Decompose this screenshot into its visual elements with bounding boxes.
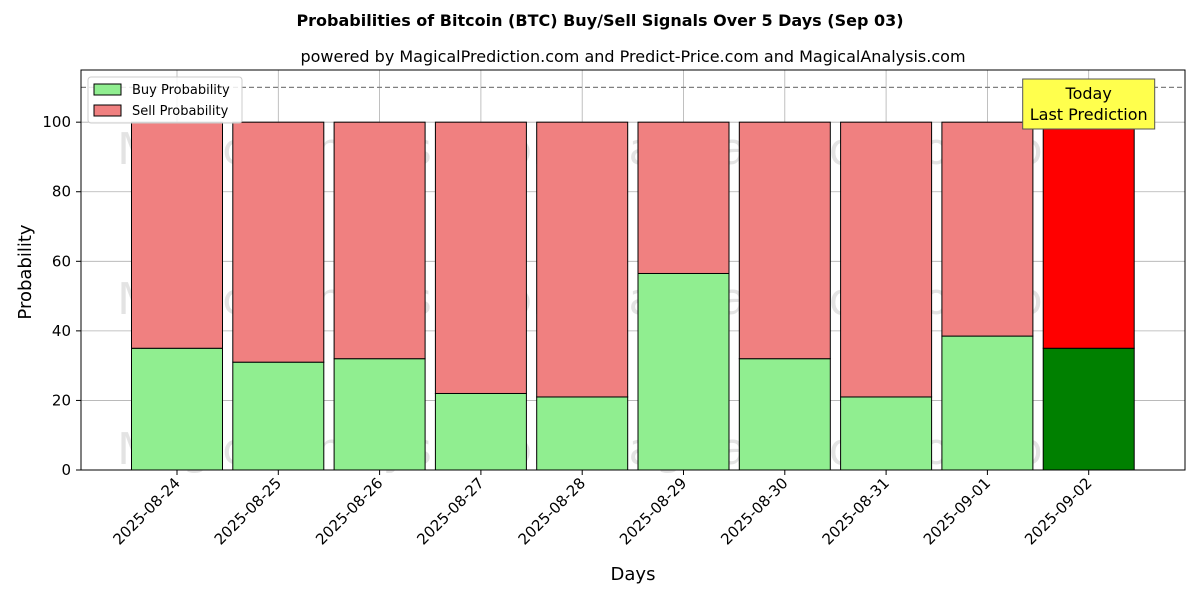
y-axis-label: Probability (15, 224, 36, 319)
chart-title: Probabilities of Bitcoin (BTC) Buy/Sell … (296, 11, 903, 30)
bar-buy-2025-08-24 (131, 347, 223, 471)
bar-sell-2025-08-29 (637, 121, 730, 274)
bar-buy-2025-08-29 (637, 272, 730, 471)
bar-sell-2025-08-25 (232, 121, 325, 363)
plot-frame (80, 69, 1186, 471)
bars (131, 121, 1135, 471)
x-tick-label: 2025-08-30 (717, 474, 791, 548)
y-axis: 0 20 40 60 80 100 (42, 113, 81, 479)
chart-subtitle: powered by MagicalPrediction.com and Pre… (300, 47, 965, 66)
y-tick-label: 40 (52, 322, 71, 340)
bar-sell-2025-08-24 (131, 121, 223, 349)
bar-buy-2025-09-01 (941, 335, 1034, 471)
x-tick-label: 2025-09-02 (1021, 474, 1095, 548)
bar-buy-2025-08-26 (333, 358, 426, 471)
annotation-text: Today (1065, 84, 1112, 103)
bar-buy-2025-08-30 (738, 358, 831, 471)
bar-sell-2025-08-26 (333, 121, 426, 360)
legend-box (87, 76, 243, 124)
bar-sell-2025-09-02 (1042, 121, 1135, 349)
bar-buy-2025-08-25 (232, 361, 325, 471)
legend-label: Buy Probability (132, 83, 230, 98)
y-tick-label: 20 (52, 391, 71, 409)
bar-sell-2025-08-27 (434, 121, 527, 394)
legend-swatch (93, 104, 122, 117)
y-tick-label: 80 (52, 183, 71, 201)
legend-swatch (93, 83, 122, 96)
x-tick-label: 2025-09-01 (920, 474, 994, 548)
x-tick-label: 2025-08-24 (109, 474, 183, 548)
y-tick-label: 60 (52, 252, 71, 270)
x-tick-label: 2025-08-25 (211, 474, 285, 548)
x-tick-label: 2025-08-31 (819, 474, 893, 548)
bar-sell-2025-08-31 (840, 121, 933, 398)
x-tick-label: 2025-08-29 (616, 474, 690, 548)
today-annotation: Today Last Prediction (1022, 78, 1156, 130)
legend: Buy Probability Sell Probability (87, 76, 243, 124)
x-tick-label: 2025-08-27 (413, 474, 487, 548)
y-tick-label: 0 (61, 461, 71, 479)
bar-buy-2025-09-02 (1042, 347, 1135, 471)
annotation-text: Last Prediction (1030, 105, 1148, 124)
x-axis-label: Days (611, 564, 656, 585)
x-axis: 2025-08-24 2025-08-25 2025-08-26 2025-08-27… (109, 470, 1096, 548)
bar-sell-2025-08-28 (536, 121, 629, 398)
bar-buy-2025-08-27 (434, 392, 527, 471)
bar-sell-2025-09-01 (941, 121, 1034, 337)
legend-label: Sell Probability (132, 104, 229, 119)
bar-buy-2025-08-31 (840, 396, 933, 471)
x-tick-label: 2025-08-26 (312, 474, 386, 548)
bar-sell-2025-08-30 (738, 121, 831, 360)
bar-buy-2025-08-28 (536, 396, 629, 471)
annotation-box (1022, 78, 1156, 130)
y-tick-label: 100 (42, 113, 71, 131)
x-tick-label: 2025-08-28 (515, 474, 589, 548)
